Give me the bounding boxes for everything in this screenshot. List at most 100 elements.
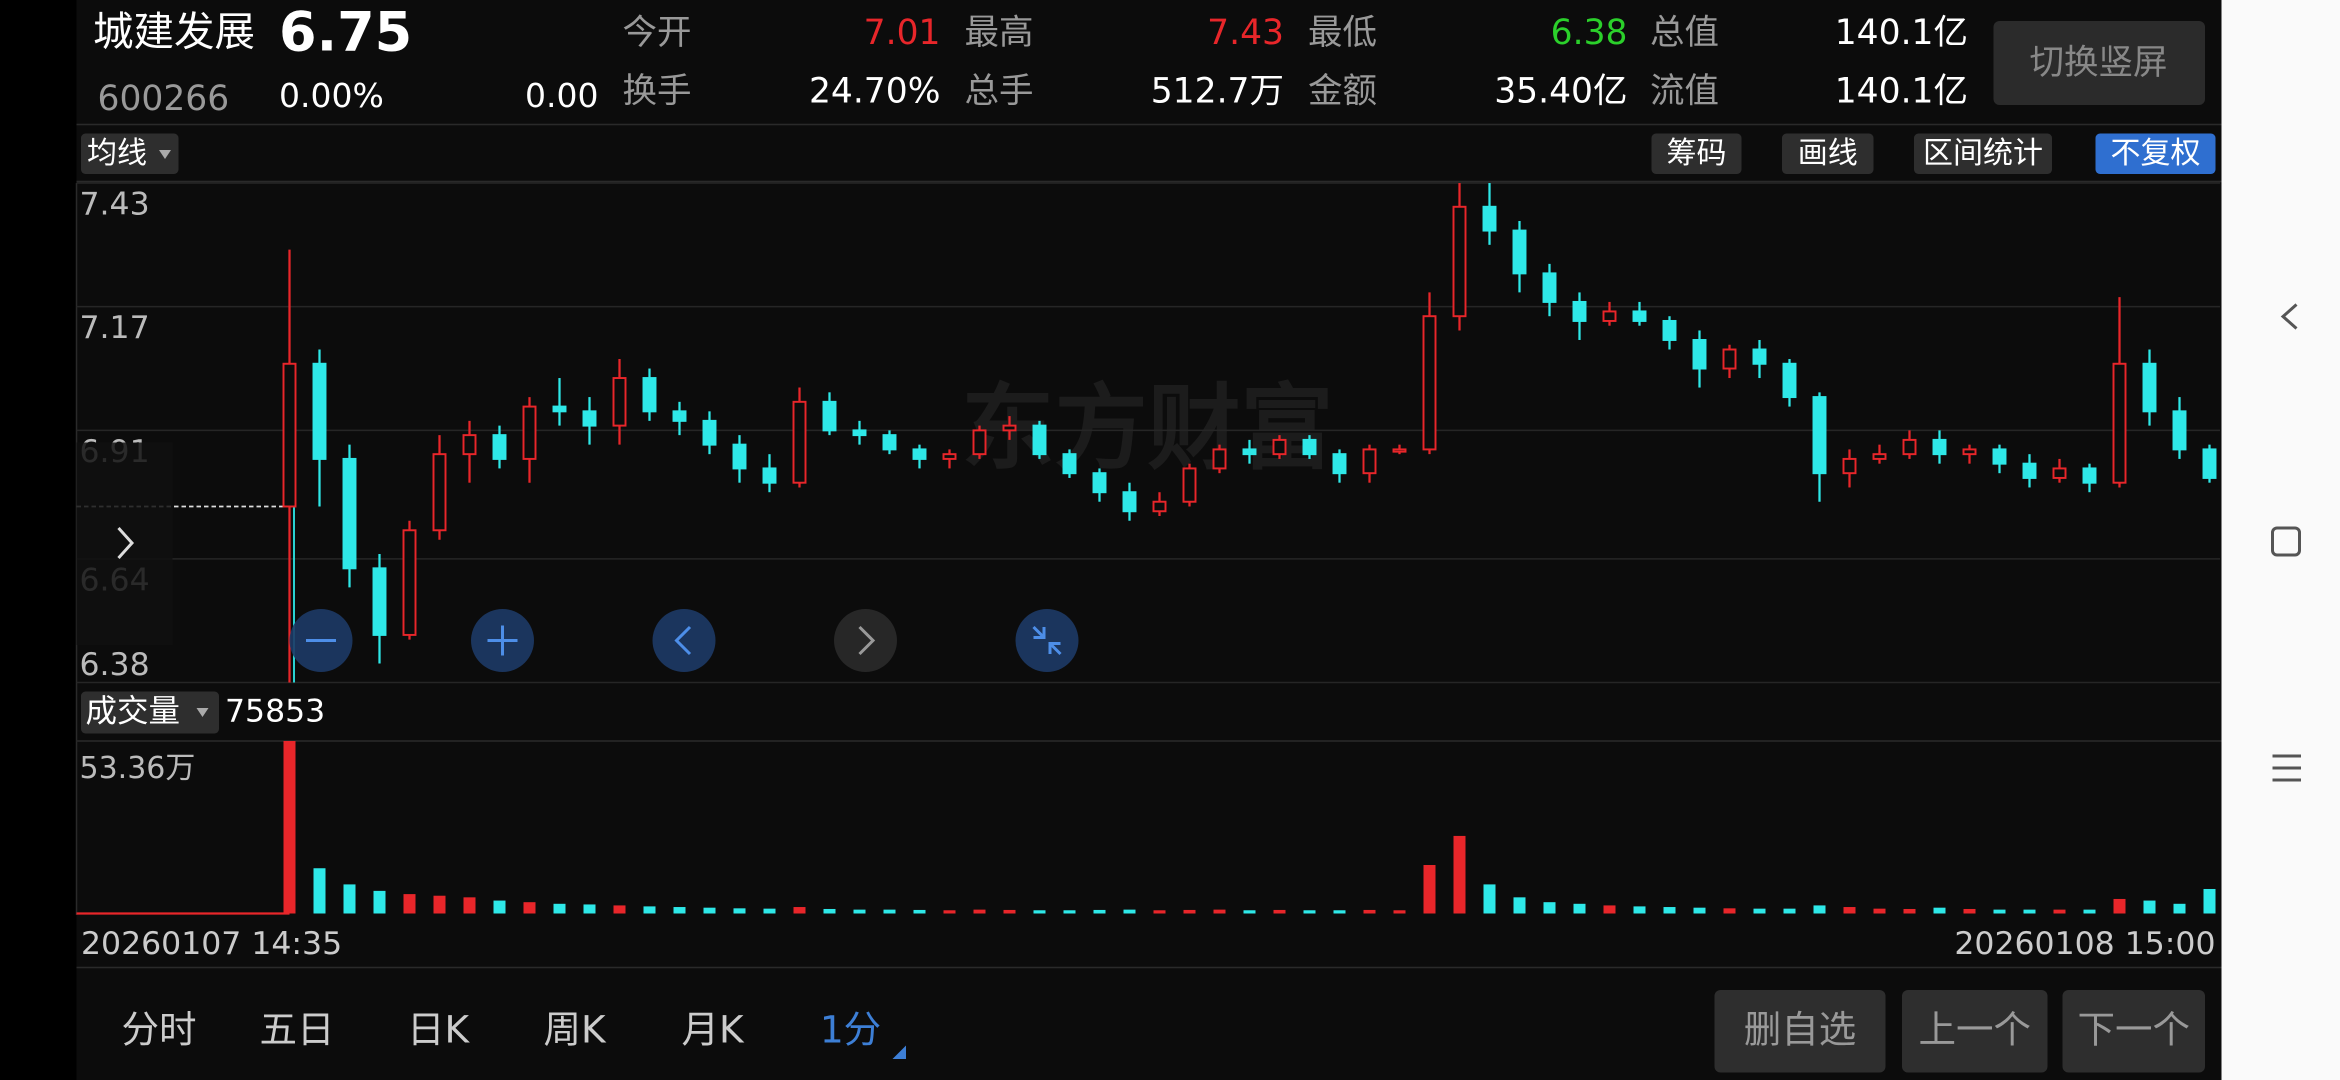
volume-bar [463,897,476,914]
ma-button-bg[interactable] [81,133,179,175]
candle-body [852,429,867,437]
period-tab[interactable]: 分时 [122,1008,197,1052]
volume-bar [523,902,536,914]
quote-value: 35.40亿 [1494,72,1627,112]
nav-menu[interactable] [2272,754,2302,782]
candle-body [1692,339,1707,370]
volume-selector-bg[interactable] [81,691,219,734]
candle-body [1842,457,1857,475]
volume-bar [1063,910,1076,914]
candle-body [1302,438,1317,456]
volume-bar [853,909,866,914]
volume-bar [1993,909,2006,914]
candle-body [1062,453,1077,475]
candle-body [1452,205,1467,318]
x-end-label: 20260108 15:00 [1954,926,2215,962]
volume-bar [733,908,746,914]
volume-bar [973,909,986,914]
volume-bar [1033,910,1046,914]
action-button-bg[interactable] [2062,990,2206,1073]
side-panel[interactable] [76,442,173,646]
zoom-button[interactable] [1015,609,1079,672]
candle-body [1512,229,1527,275]
volume-bar [2053,909,2066,914]
candle-body [762,467,777,484]
candle-body [732,443,747,470]
volume-bar [1183,909,1196,914]
quote-label: 最低 [1308,13,1377,53]
nav-back[interactable] [2280,303,2298,330]
switch-button-bg[interactable] [1993,21,2206,105]
quote-value: 512.7万 [1151,72,1284,112]
candle-body [1812,396,1827,475]
quote-value: 7.01 [864,13,941,53]
quote-label: 金额 [1308,72,1377,112]
candle-body [2112,362,2127,484]
volume-bar [1573,903,1586,914]
dropdown-arrow [196,708,209,717]
period-tab[interactable]: 五日 [260,1008,335,1052]
zoom-button[interactable] [652,609,716,672]
volume-bar [1453,835,1466,914]
candle-body [1722,348,1737,370]
x-start-label: 20260107 14:35 [81,926,342,962]
zoom-button[interactable] [834,609,897,672]
quote-value: 6.38 [1551,13,1628,53]
y-tick-label: 7.17 [80,310,150,346]
candle-body [372,567,387,636]
candle-body [612,377,627,427]
tool-button: 不复权 [2111,136,2201,171]
candle-body [1422,315,1437,451]
candle-body [1572,300,1587,322]
tool-button-bg[interactable] [2095,133,2216,175]
tool-button-bg[interactable] [1651,133,1742,175]
volume-bar [1843,907,1856,914]
change-pct: 0.00% [279,76,384,115]
period-tab[interactable]: 周K [543,1008,606,1052]
period-tab[interactable]: 1分 [820,1008,881,1052]
candle-body [1362,448,1377,475]
candle-body [1152,500,1167,513]
volume-bar [313,868,326,914]
volume-bar [2173,903,2186,914]
candle-body [642,377,657,413]
stock-name: 城建发展 [93,8,255,56]
nav-home[interactable] [2271,526,2301,557]
tool-button-bg[interactable] [1914,133,2052,175]
volume-bar [283,741,296,914]
candle-body [2052,467,2067,479]
volume-bar [613,905,626,914]
tool-button: 画线 [1798,136,1858,171]
stock-price: 6.75 [279,1,412,64]
candle-body [672,410,687,422]
y-tick-label: 7.43 [80,187,150,223]
candle-body [1212,448,1227,470]
candle-body [2202,448,2217,479]
candle-body [882,434,897,451]
change: 0.00 [525,76,598,115]
candle-body [1392,448,1407,453]
action-button-bg[interactable] [1902,990,2048,1073]
volume-bar [1963,908,1976,914]
watermark: 东方财富 [962,374,1334,482]
candle-body [1182,467,1197,503]
quote-label: 换手 [623,72,692,112]
candle-body [792,400,807,484]
volume-bar [1813,905,1826,914]
volume-bar [1633,906,1646,914]
period-tab[interactable]: 日K [407,1008,470,1052]
period-tab[interactable]: 月K [681,1008,744,1052]
volume-bar [1393,910,1406,914]
volume-bar [553,903,566,914]
volume-bar [793,907,806,914]
candle-body [312,362,327,460]
tool-button-bg[interactable] [1782,133,1874,175]
action-button-bg[interactable] [1714,990,1886,1073]
tool-button: 筹码 [1667,136,1727,171]
volume-bar [1903,908,1916,914]
candle-body [2142,362,2157,413]
zoom-icon [858,625,876,656]
volume-bar [1123,909,1136,914]
candle-body [1602,310,1617,322]
volume-bar [343,884,356,914]
